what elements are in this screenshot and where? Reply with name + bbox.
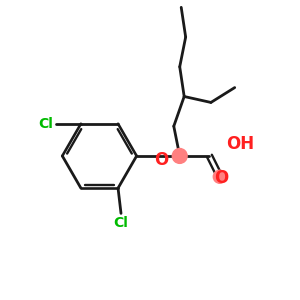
Circle shape: [213, 170, 226, 183]
Circle shape: [172, 148, 187, 164]
Text: OH: OH: [226, 135, 254, 153]
Text: Cl: Cl: [114, 216, 128, 230]
Text: O: O: [154, 152, 168, 169]
Text: Cl: Cl: [38, 117, 53, 131]
Text: O: O: [214, 169, 229, 187]
